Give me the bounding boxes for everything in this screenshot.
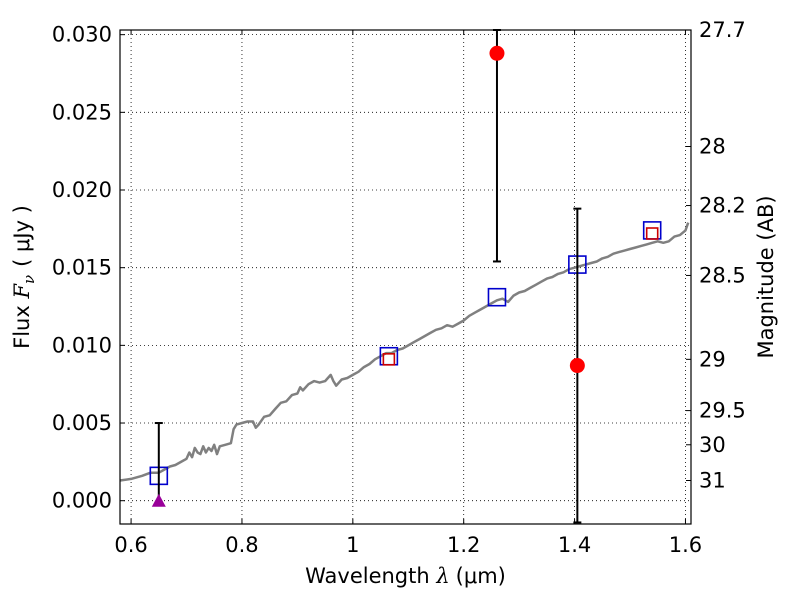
y-tick-label: 0.030 <box>52 23 112 47</box>
y-axis-label-subscript: ν <box>20 275 38 284</box>
detection-point <box>489 45 505 61</box>
y-tick-label: 0.005 <box>52 411 112 435</box>
magnitude-tick-label: 28.2 <box>699 194 746 218</box>
magnitude-tick-label: 29 <box>699 347 726 371</box>
observed-photometry-square <box>645 227 659 240</box>
y-axis-label-text: Flux <box>10 299 34 349</box>
x-tick-label: 1.4 <box>558 533 591 557</box>
magnitude-axis-label: Magnitude (AB) <box>754 195 778 358</box>
y-axis-label: Flux Fν ( μJy ) <box>10 205 38 349</box>
x-tick-label: 1 <box>346 533 359 557</box>
plot-frame <box>119 29 692 525</box>
spectrum-line <box>119 222 690 482</box>
x-tick-label: 0.6 <box>114 533 147 557</box>
y-tick-label: 0.015 <box>52 256 112 280</box>
model-photometry-square <box>487 287 507 307</box>
x-axis-label: Wavelength λ (μm) <box>305 564 506 588</box>
magnitude-tick-label: 29.5 <box>699 399 746 423</box>
detection-point <box>569 358 585 374</box>
data-markers <box>149 29 662 524</box>
x-tick-label: 1.6 <box>669 533 702 557</box>
magnitude-tick-label: 31 <box>699 469 726 493</box>
y-axis-label-unit: ( μJy ) <box>10 205 34 267</box>
upper-limit-triangle <box>151 493 166 507</box>
y-tick-label: 0.000 <box>52 489 112 513</box>
magnitude-tick-label: 27.7 <box>699 18 746 42</box>
magnitude-tick-label: 30 <box>699 433 726 457</box>
observed-photometry-square <box>382 353 396 366</box>
x-tick-label: 0.8 <box>225 533 258 557</box>
y-tick-label: 0.010 <box>52 333 112 357</box>
magnitude-tick-label: 28.5 <box>699 263 746 287</box>
magnitude-tick-label: 28 <box>699 135 726 159</box>
x-tick-label: 1.2 <box>447 533 480 557</box>
x-axis-label-symbol: λ <box>435 564 449 588</box>
x-axis-label-unit: (μm) <box>456 564 506 588</box>
x-axis-label-text: Wavelength <box>305 564 436 588</box>
axis-ticks: 0.6 0.8 1 1.2 1.4 1.6 0.000 0.005 0.010 0.015 0.02… <box>52 18 746 557</box>
y-tick-label: 0.020 <box>52 178 112 202</box>
y-tick-label: 0.025 <box>52 100 112 124</box>
y-axis-label-symbol: F <box>10 283 34 300</box>
